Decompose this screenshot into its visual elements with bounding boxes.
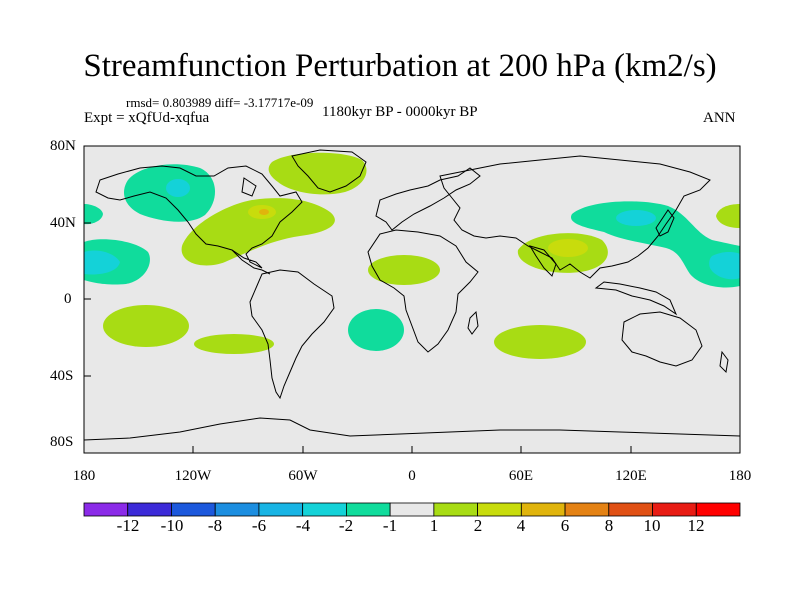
- coastlines: [83, 149, 741, 441]
- coastline-new-zealand: [719, 350, 729, 374]
- coastline-asia: [439, 155, 711, 279]
- coastline-madagascar: [467, 310, 479, 335]
- season-label: ANN: [703, 110, 736, 126]
- colorbar-swatch: [695, 502, 741, 517]
- colorbar-label: -10: [160, 516, 184, 535]
- negative-anomaly-east-asia: [570, 201, 740, 288]
- colorbar-swatch: [127, 502, 172, 517]
- x-tick-label: 120E: [615, 468, 647, 484]
- coastline-south-america: [249, 269, 335, 400]
- coastline-europe: [375, 167, 481, 231]
- negative-core-alaska: [166, 179, 190, 197]
- period-label: 1180kyr BP - 0000kyr BP: [322, 104, 478, 120]
- positive-core-india: [548, 239, 588, 257]
- colorbar-label: 1: [429, 516, 439, 535]
- y-tick-label: 40S: [50, 368, 74, 384]
- colorbar-swatch: [171, 502, 216, 517]
- y-tick-label: 80N: [50, 138, 76, 154]
- colorbar-label: 4: [516, 516, 526, 535]
- colorbar: [83, 502, 741, 517]
- x-tick-label: 60E: [508, 468, 534, 484]
- x-tick-label: 0: [408, 468, 416, 484]
- positive-anomaly-south-east-pacific: [194, 334, 274, 354]
- experiment-label: Expt = xQfUd-xqfua: [84, 110, 210, 126]
- contour-fields: [84, 152, 740, 359]
- positive-anomaly-north-atlantic: [181, 198, 335, 266]
- coastline-india: [528, 245, 557, 277]
- colorbar-label: -4: [295, 516, 311, 535]
- coastline-australia: [621, 311, 703, 367]
- x-tick-label: 180: [72, 468, 96, 484]
- y-tick-label: 80S: [50, 434, 74, 450]
- colorbar-swatch: [564, 502, 610, 517]
- coastline-greenland: [291, 149, 367, 193]
- colorbar-label: -6: [251, 516, 267, 535]
- colorbar-swatch: [258, 502, 304, 517]
- negative-core-japan: [616, 210, 656, 226]
- coastline-japan: [655, 209, 675, 237]
- y-tick-label: 40N: [50, 215, 76, 231]
- positive-anomaly-indian-ocean: [494, 325, 586, 359]
- colorbar-swatch: [608, 502, 653, 517]
- colorbar-swatch: [345, 502, 391, 517]
- negative-core-east-pacific: [84, 250, 120, 275]
- colorbar-label: 10: [643, 516, 661, 535]
- colorbar-label: -12: [116, 516, 140, 535]
- colorbar-swatch: [520, 502, 566, 517]
- colorbar-label: -2: [338, 516, 354, 535]
- negative-anomaly-west-edge: [84, 204, 103, 225]
- colorbar-swatch: [302, 502, 347, 517]
- positive-anomaly-south-pacific: [103, 305, 189, 347]
- positive-anomaly-east-edge: [716, 204, 740, 228]
- colorbar-swatch: [477, 502, 522, 517]
- negative-anomaly-south-atlantic: [348, 309, 404, 351]
- colorbar-label: 12: [687, 516, 705, 535]
- colorbar-swatch: [83, 502, 129, 517]
- colorbar-label: 8: [604, 516, 614, 535]
- coastline-central-america: [231, 249, 271, 275]
- colorbar-label: 2: [473, 516, 483, 535]
- x-tick-label: 180: [728, 468, 752, 484]
- positive-peak-us: [259, 209, 269, 215]
- negative-core-west-pacific: [709, 252, 740, 280]
- coastline-indonesia: [594, 281, 678, 316]
- colorbar-swatch: [433, 502, 479, 517]
- colorbar-swatch: [214, 502, 260, 517]
- positive-anomaly-africa-north: [368, 255, 440, 285]
- coastline-antarctica: [83, 417, 741, 441]
- coastline-africa: [367, 229, 479, 353]
- colorbar-swatch: [652, 502, 697, 517]
- chart-title: Streamfunction Perturbation at 200 hPa (…: [83, 48, 717, 84]
- coastline-hudson-bay: [241, 177, 257, 197]
- colorbar-label: -1: [382, 516, 398, 535]
- positive-anomaly-greenland: [268, 152, 367, 195]
- x-tick-label: 120W: [174, 468, 212, 484]
- axis-ticks: [83, 145, 741, 454]
- stats-label: rmsd= 0.803989 diff= -3.17717e-09: [126, 95, 314, 110]
- colorbar-label: -8: [207, 516, 223, 535]
- y-tick-label: 0: [64, 291, 72, 307]
- coastline-north-america: [95, 165, 303, 269]
- colorbar-label: 6: [560, 516, 570, 535]
- x-tick-label: 60W: [288, 468, 318, 484]
- colorbar-swatch: [389, 502, 435, 517]
